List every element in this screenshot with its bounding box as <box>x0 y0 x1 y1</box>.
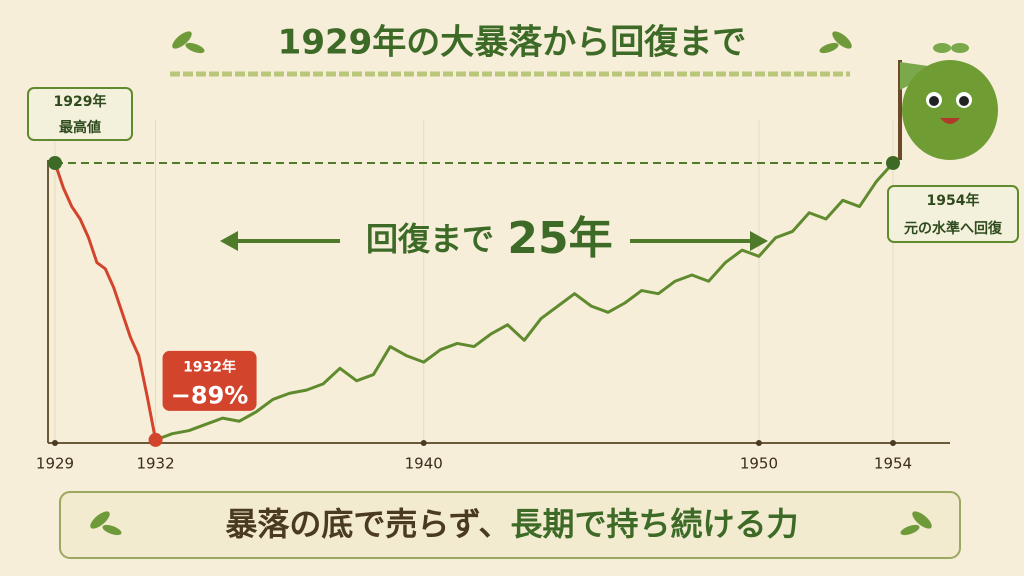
tick-mark <box>52 440 58 446</box>
mascot <box>898 43 998 160</box>
tick-mark <box>890 440 896 446</box>
peak-point <box>48 156 62 170</box>
annotation-text: 最高値 <box>59 119 101 136</box>
footer-part: 長期で持ち続ける力 <box>511 505 799 543</box>
annotation-box <box>162 350 257 411</box>
span-value: 25年 <box>507 213 612 264</box>
tick-mark <box>755 440 762 446</box>
chart-title: 1929年の大暴落から回復まで <box>278 23 747 63</box>
footer-text: 暴落の底で売らず、長期で持ち続ける力 <box>225 505 798 543</box>
title-leaf-left <box>172 31 205 54</box>
tick-mark <box>420 440 427 446</box>
trough-annotation: 1932年 −89% <box>162 350 257 411</box>
footer-part: 暴落の底で売らず、 <box>225 505 510 543</box>
end-point <box>886 156 900 170</box>
x-tick-label: 1954 <box>874 455 912 473</box>
trough-point <box>148 432 163 447</box>
annotation-text: 1929年 <box>54 93 107 110</box>
annotation-box <box>27 87 133 141</box>
span-arrow-head <box>750 231 768 251</box>
annotation-text: 1932年 <box>183 358 236 375</box>
annotation-text: 1954年 <box>927 192 980 209</box>
x-tick-label: 1940 <box>405 455 443 473</box>
annotation-text: 元の水準へ回復 <box>904 220 1003 237</box>
span-label: 回復まで <box>366 220 494 258</box>
span-arrow-head <box>220 231 238 251</box>
annotation-box <box>887 185 1019 243</box>
series-line <box>155 161 895 442</box>
x-tick-label: 1929 <box>36 455 74 473</box>
annotation-text: −89% <box>171 381 249 409</box>
title-leaf-right <box>819 31 852 54</box>
x-tick-label: 1932 <box>136 455 174 473</box>
x-tick-label: 1950 <box>740 455 778 473</box>
series-line <box>53 162 158 441</box>
footer-box <box>59 491 961 559</box>
